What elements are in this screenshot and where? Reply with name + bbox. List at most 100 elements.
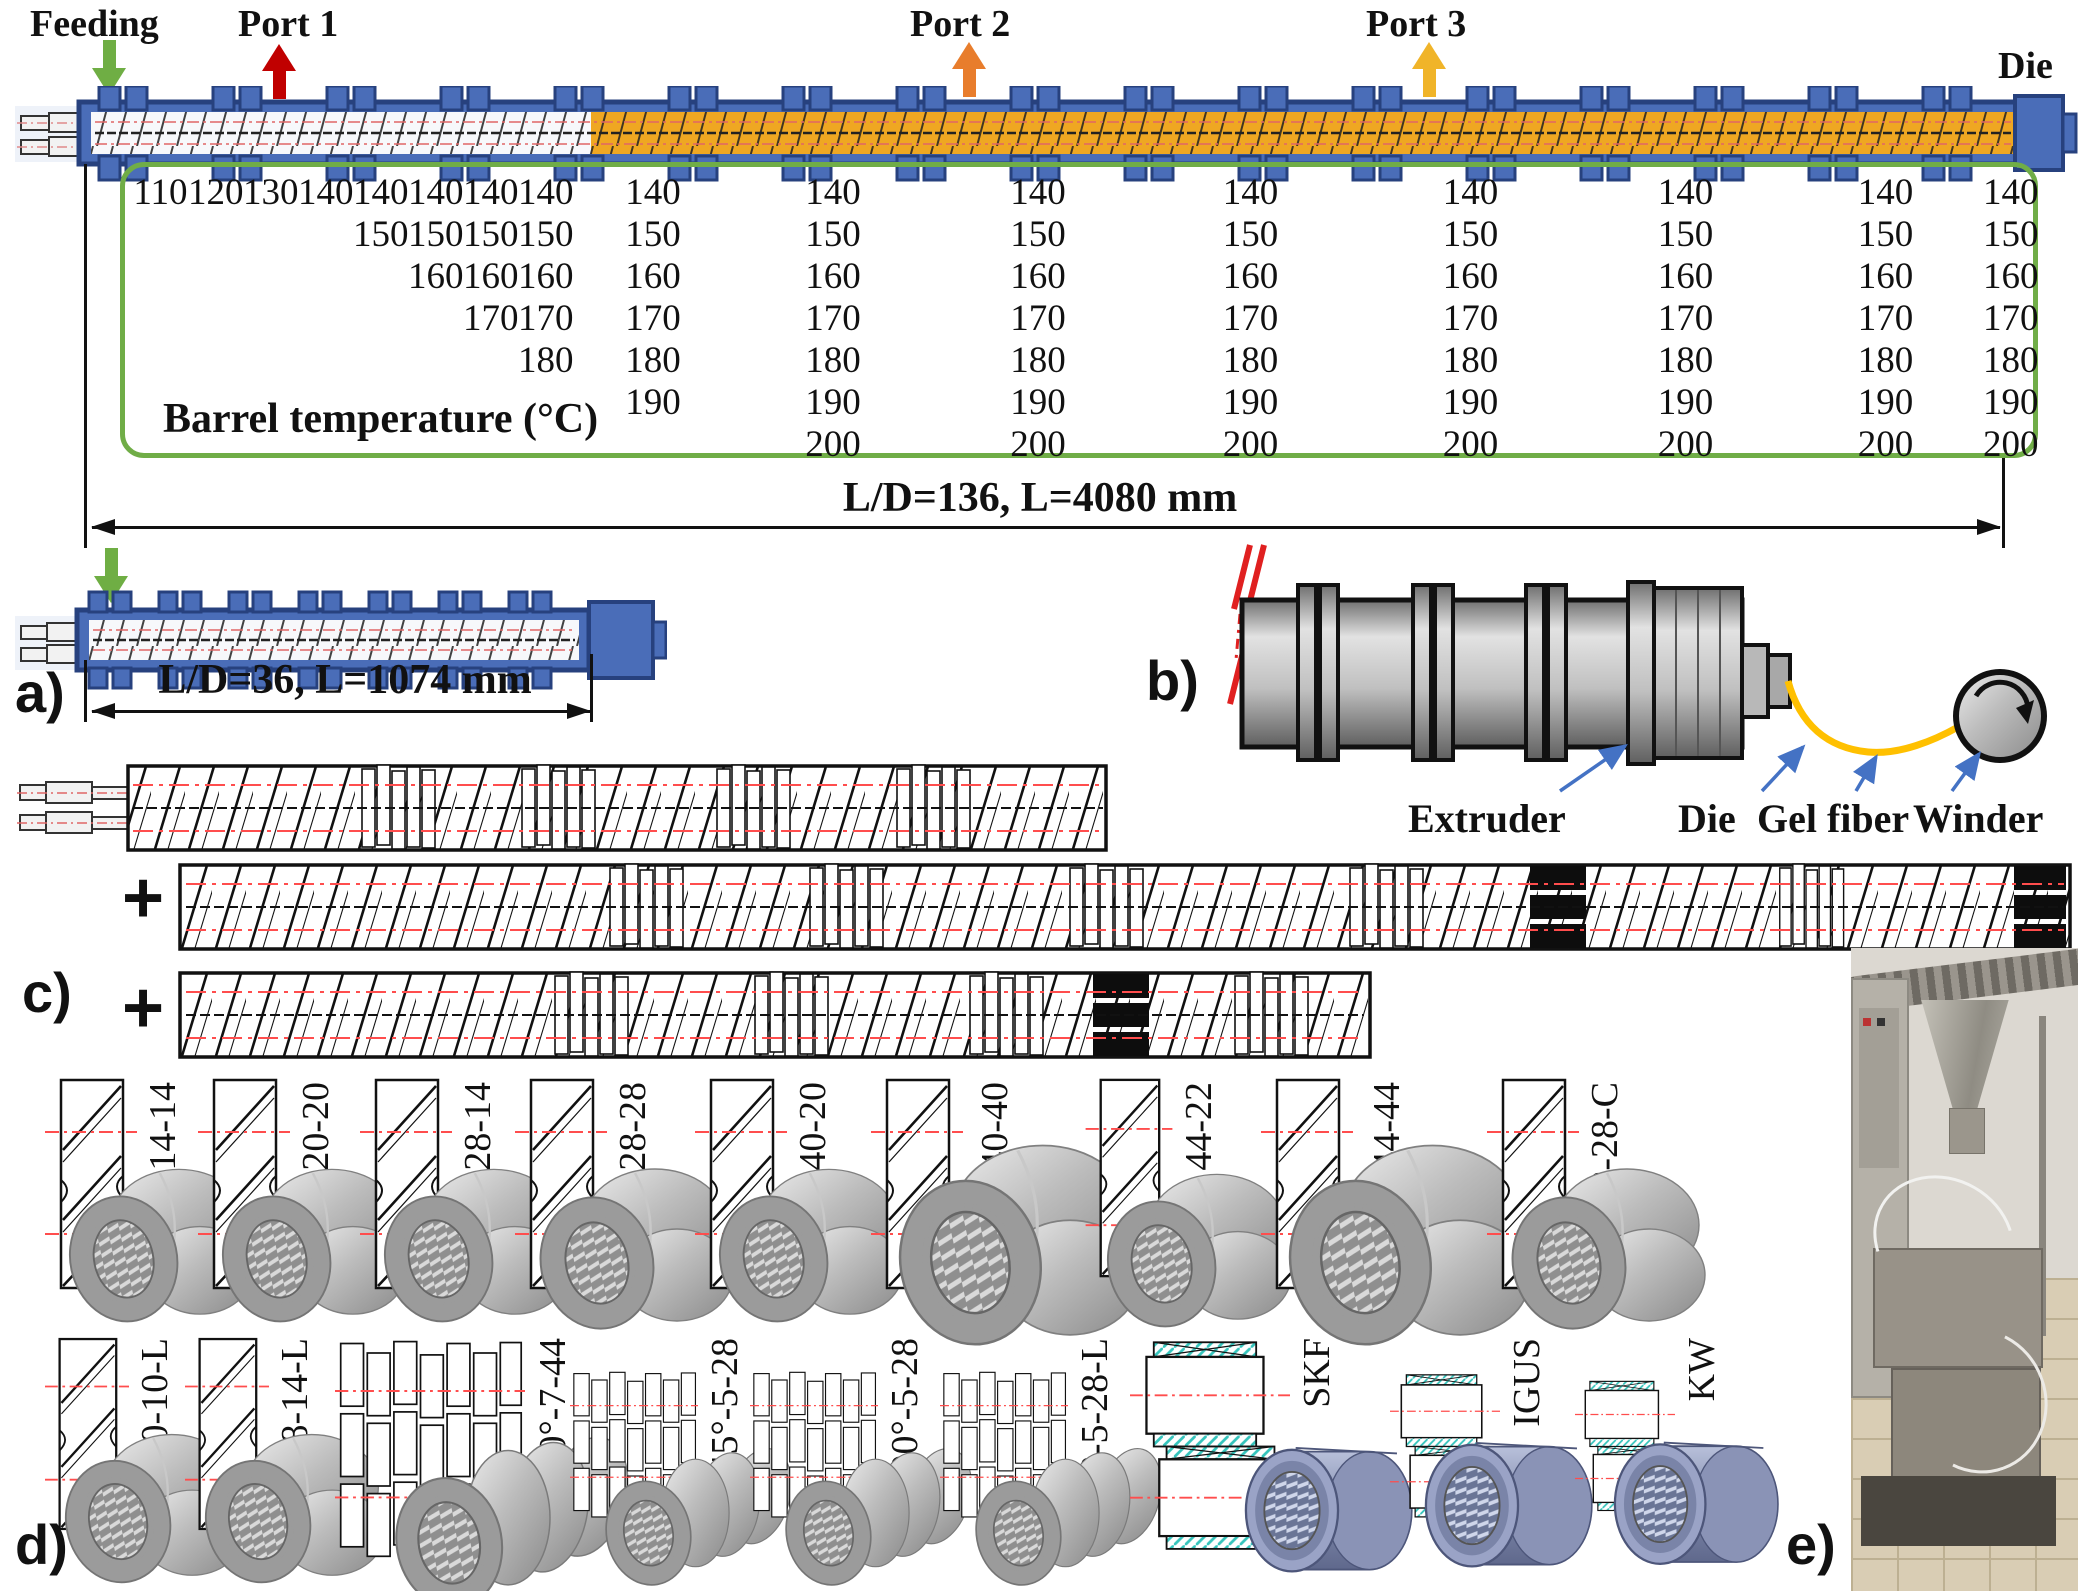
temp-cell: 160 [625, 256, 681, 297]
dim-a-tick-right [590, 654, 593, 722]
temp-cell: 200 [1222, 424, 1279, 465]
element-label: 28-14 [457, 1082, 499, 1171]
temp-cell: 150 [518, 214, 574, 255]
temp-cell: 140 [1222, 172, 1279, 213]
panel-c-label: c) [22, 961, 72, 1024]
port3-label: Port 3 [1366, 3, 1467, 45]
temp-cell: 140 [353, 172, 409, 213]
gel-fiber-annotation: Gel fiber [1757, 796, 1910, 841]
element-label: 44-22 [1178, 1082, 1220, 1171]
temp-cell: 110 [133, 172, 188, 213]
temp-cell: 130 [243, 172, 299, 213]
die-part [1740, 643, 1770, 719]
screw-config-1 [17, 764, 1108, 852]
temp-cell: 190 [1222, 382, 1279, 423]
die-block [2013, 94, 2065, 172]
photo-machine-base [1861, 1476, 2056, 1546]
screw-a-arrow [91, 703, 591, 719]
temp-cell: 140 [805, 172, 861, 213]
photo-hopper-stand [1949, 1108, 1985, 1154]
temp-cell: 150 [1657, 214, 1714, 255]
temp-cell: 140 [298, 172, 354, 213]
temp-cell: 200 [1442, 424, 1499, 465]
temp-cell: 160 [1983, 256, 2039, 297]
temp-cell: 160 [1222, 256, 1279, 297]
element-card: 40-40 [865, 1078, 1105, 1334]
panel-a-label: a) [15, 661, 65, 724]
temp-row: 190 190 190 190 190 190 190 190 [133, 382, 2038, 423]
bearing-card: KW [1575, 1334, 1815, 1590]
temp-cell: 150 [1442, 214, 1499, 255]
full-length-dimension: L/D=136, L=4080 mm [842, 475, 1238, 521]
temp-cell: 180 [1657, 340, 1714, 381]
screw-a-dimension: L/D=36, L=1074 mm [158, 657, 532, 703]
temp-cell: 170 [518, 298, 574, 339]
temp-cell: 140 [408, 172, 464, 213]
temp-cell: 140 [1442, 172, 1499, 213]
panel-b-label: b) [1146, 649, 1199, 712]
port1-arrow-icon [262, 44, 296, 99]
temp-cell: 160 [1010, 256, 1066, 297]
temp-cell: 170 [1222, 298, 1279, 339]
temp-cell: 180 [518, 340, 574, 381]
photo-extruder-body [1873, 1248, 2043, 1368]
temp-cell: 200 [1657, 424, 1714, 465]
die-label: Die [1998, 45, 2053, 87]
temp-cell: 150 [1222, 214, 1279, 255]
temp-cell: 190 [1857, 382, 1914, 423]
temp-cell: 160 [1442, 256, 1499, 297]
temp-cell: 170 [1010, 298, 1066, 339]
temp-cell: 140 [1657, 172, 1714, 213]
temp-cell: 180 [1222, 340, 1279, 381]
temp-row: 110 120 130 140 140 140 140 140 140 140 140 140 140 1… [133, 172, 2038, 213]
temp-cell: 200 [1983, 424, 2039, 465]
temp-cell: 150 [1983, 214, 2039, 255]
temp-cell: 170 [625, 298, 681, 339]
temp-cell: 140 [1857, 172, 1914, 213]
short-barrel-drawing [15, 590, 667, 690]
temp-cell: 180 [625, 340, 681, 381]
temp-cell: 150 [625, 214, 681, 255]
plus-sign-1: + [122, 858, 165, 938]
temp-cell: 150 [805, 214, 861, 255]
temp-cell: 160 [1657, 256, 1714, 297]
extruder-annotation: Extruder [1408, 796, 1566, 841]
temp-cell: 170 [1857, 298, 1914, 339]
panel-d-label: d) [15, 1513, 68, 1576]
bearing-card: SKF [1130, 1334, 1370, 1590]
photo-cabinet-panel [1859, 1008, 1899, 1168]
panel-e-label: e) [1786, 1513, 1836, 1576]
temp-row: 170 170 170 170 170 170 170 170 170 170 [133, 298, 2039, 339]
temp-cell: 150 [353, 214, 409, 255]
temp-cell: 180 [1983, 340, 2039, 381]
photo-indicator-light [1863, 1018, 1871, 1026]
winder-annotation: Winder [1913, 796, 2044, 841]
screw-config-3 [178, 971, 1372, 1059]
temp-cell: 170 [1442, 298, 1499, 339]
port2-arrow-icon [952, 42, 986, 97]
port3-arrow-icon [1412, 42, 1446, 97]
temp-row: 200 200 200 200 200 200 200 [133, 424, 2038, 465]
temp-cell: 180 [805, 340, 861, 381]
dim-tick-left [84, 164, 87, 548]
temp-cell: 140 [463, 172, 519, 213]
temp-cell: 150 [463, 214, 519, 255]
extruder-cylinder [1239, 580, 1792, 766]
temp-cell: 190 [1010, 382, 1066, 423]
plus-sign-2: + [122, 968, 165, 1048]
temp-cell: 200 [1857, 424, 1914, 465]
die-annotation: Die [1678, 796, 1736, 841]
barrel-temperature-box: 110 120 130 140 140 140 140 140 140 140 140 140 140 1… [120, 162, 2039, 465]
dim-tick-right [2002, 458, 2005, 548]
rotation-arrow-icon [2016, 700, 2034, 724]
screw-config-2 [178, 863, 2072, 951]
photo-indicator-light [1877, 1018, 1885, 1026]
port1-label: Port 1 [238, 3, 339, 45]
temp-cell: 200 [805, 424, 861, 465]
temp-cell: 180 [1442, 340, 1499, 381]
temp-cell: 170 [463, 298, 519, 339]
temp-cell: 180 [1010, 340, 1066, 381]
feeding-label: Feeding [30, 3, 159, 45]
bearing-label: KW [1681, 1338, 1723, 1402]
